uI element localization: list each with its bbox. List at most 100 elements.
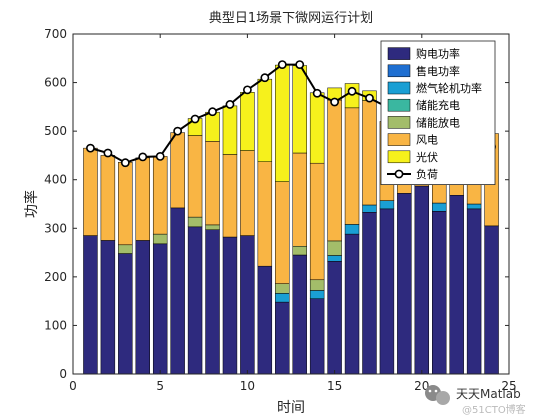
y-tick-label-400: 400 [44,173,67,187]
bar-segment-s5-x1 [83,147,98,236]
legend-label-4: 储能放电 [416,115,460,129]
bar-segment-s5-x4 [135,157,150,241]
bar-segment-s2-x23 [466,203,482,210]
load-point-11 [260,73,270,83]
load-point-17 [365,93,374,103]
bar-segment-s5-x15 [327,99,342,242]
load-point-14 [312,88,322,98]
bar-segment-s2-x21 [432,202,447,212]
bar-segment-s4-x12 [275,283,290,294]
y-tick-label-600: 600 [44,76,67,90]
load-point-5 [155,151,165,161]
bar-segment-s5-x8 [205,141,220,226]
bar-segment-s0-x9 [222,236,238,375]
bar-segment-s6-x12 [275,64,290,182]
bar-segment-s0-x7 [187,226,203,375]
bar-segment-s5-x17 [362,100,377,206]
bar-segment-s0-x6 [170,207,185,375]
bar-segment-s0-x22 [449,195,464,375]
bar-segment-s0-x13 [292,254,307,375]
watermark-text: 天天Matlab [456,387,521,401]
bar-segment-s5-x7 [187,135,203,218]
legend-label-1: 售电功率 [416,64,460,78]
watermark-subtext: @51CTO博客 [462,403,526,416]
legend-label-0: 购电功率 [416,47,460,61]
legend-swatch-0 [387,47,411,60]
bar-segment-s0-x14 [309,298,325,375]
load-point-16 [347,86,357,96]
legend-label-5: 风电 [416,134,438,147]
bar-segment-s0-x15 [327,261,342,375]
load-point-2 [103,148,113,158]
x-tick-label-15: 15 [327,379,342,393]
bar-segment-s6-x11 [257,78,273,162]
wechat-logo-icon [425,385,450,405]
bar-segment-s4-x14 [309,279,325,291]
legend-swatch-5 [387,133,411,146]
bar-segment-s0-x12 [275,301,290,375]
bar-segment-s0-x18 [379,208,395,375]
bar-segment-s2-x12 [275,293,290,303]
y-tick-label-100: 100 [44,318,67,332]
bar-segment-s5-x10 [240,150,255,236]
x-tick-label-25: 25 [501,379,516,393]
load-point-13 [295,60,305,69]
bar-segment-s5-x14 [309,162,325,281]
bar-segment-s5-x11 [257,161,273,267]
bar-segment-s5-x3 [118,161,133,246]
bar-segment-s0-x1 [83,235,98,375]
legend-label-3: 储能充电 [416,98,460,112]
bar-segment-s5-x2 [100,155,116,241]
y-axis-title: 功率 [23,190,40,218]
y-tick-label-200: 200 [44,270,67,284]
bar-segment-s0-x23 [466,208,482,375]
bar-segment-s6-x14 [309,92,325,164]
x-tick-label-0: 0 [69,379,77,393]
load-point-3 [120,158,130,168]
bar-segment-s4-x13 [292,246,307,256]
load-point-15 [330,97,339,107]
load-line-layer [86,60,496,168]
load-point-8 [208,107,217,117]
bar-segment-s5-x6 [170,132,185,209]
y-tick-label-700: 700 [44,27,67,41]
bar-segment-s0-x8 [205,229,220,375]
bar-segment-s0-x17 [362,212,377,375]
load-point-7 [190,114,200,124]
chart-title: 典型日1场景下微网运行计划 [209,11,373,26]
bar-segment-s0-x20 [414,185,430,375]
watermark: 天天Matlab @51CTO博客 [425,385,526,416]
y-tick-label-500: 500 [44,124,67,138]
bar-segment-s4-x7 [187,216,203,228]
ticks-layer: 0 5 10 15 20 25 0 100 200 300 400 500 600 700 [44,27,517,393]
bar-segment-s6-x8 [205,111,220,142]
legend-swatch-4 [387,116,411,129]
plot-frame [72,33,510,375]
x-axis-title: 时间 [277,400,305,416]
bar-segment-s4-x8 [205,224,220,230]
legend-label-2: 燃气轮机功率 [416,81,482,95]
legend-swatch-2 [387,81,411,95]
bar-segment-s0-x21 [432,211,447,375]
load-point-6 [173,126,183,136]
load-point-4 [138,152,148,162]
legend-swatch-1 [387,64,411,78]
bar-segment-s6-x13 [292,65,307,154]
bar-segment-s6-x9 [222,105,238,155]
y-tick-label-300: 300 [44,221,67,235]
bar-segment-s4-x3 [118,244,133,254]
bar-segment-s4-x15 [327,240,342,256]
bar-segment-s0-x11 [257,265,273,375]
bar-segment-s2-x17 [362,204,377,213]
load-point-12 [277,60,287,69]
bar-segment-s5-x9 [222,154,238,238]
bar-segment-s0-x5 [152,243,168,375]
x-tick-label-20: 20 [414,379,429,393]
legend-swatch-3 [387,98,411,112]
bar-segment-s0-x10 [240,235,255,375]
bar-segment-s2-x18 [379,200,395,210]
bar-segment-s0-x4 [135,240,150,375]
bar-segment-s2-x15 [327,255,342,262]
